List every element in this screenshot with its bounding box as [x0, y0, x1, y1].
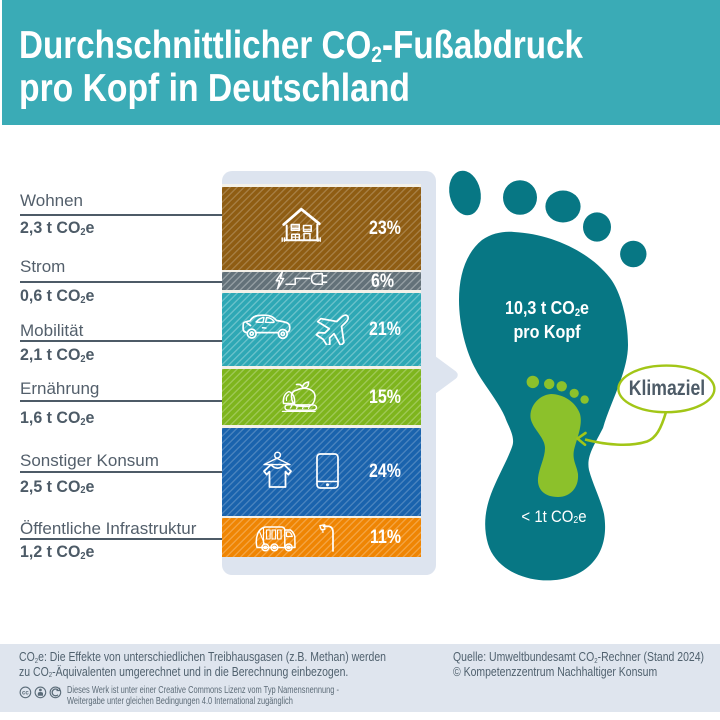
- svg-text:cc: cc: [22, 690, 29, 696]
